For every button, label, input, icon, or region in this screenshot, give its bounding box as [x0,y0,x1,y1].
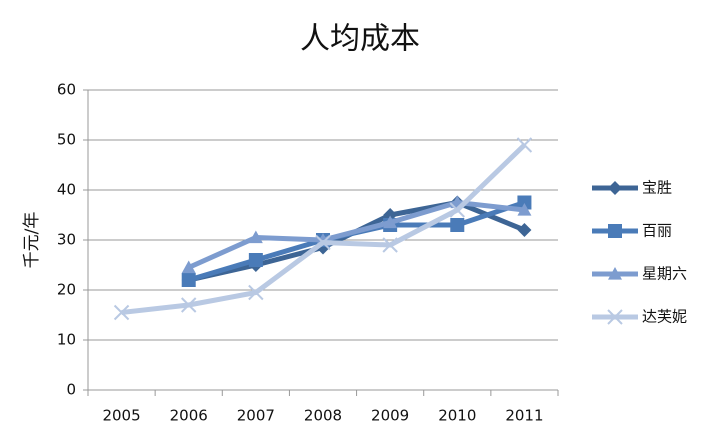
y-axis-label: 千元/年 [22,212,42,269]
y-tick-label: 60 [57,81,76,99]
marker [516,137,533,153]
marker [248,230,263,244]
y-tick-label: 40 [57,181,76,199]
marker [608,181,622,195]
marker [113,304,130,321]
marker [608,224,622,238]
marker [608,267,622,280]
x-tick-label: 2008 [304,407,342,425]
marker [248,253,263,267]
marker [517,223,532,237]
marker [181,273,196,287]
y-tick-label: 10 [57,331,76,349]
legend-label: 星期六 [642,265,687,283]
y-tick-label: 20 [57,281,76,299]
y-tick-label: 50 [57,131,76,149]
marker [607,309,623,325]
x-tick-label: 2011 [505,407,543,425]
y-tick-label: 30 [57,231,76,249]
marker [383,215,398,229]
marker [450,218,465,232]
x-tick-label: 2010 [438,407,476,425]
legend-label: 宝胜 [642,179,672,197]
marker [382,237,398,253]
x-tick-label: 2007 [237,407,275,425]
legend-label: 百丽 [642,222,672,240]
marker [517,195,532,210]
marker [517,203,532,216]
x-tick-label: 2006 [170,407,208,425]
y-tick-label: 0 [66,381,76,399]
series-line [187,200,525,270]
x-tick-label: 2005 [102,407,140,425]
marker [449,202,465,218]
marker [181,260,196,274]
marker [315,234,331,251]
legend-label: 达芙妮 [642,308,687,326]
chart-title: 人均成本 [300,22,420,57]
marker [248,284,264,301]
marker [181,297,197,313]
x-tick-label: 2009 [371,407,409,425]
